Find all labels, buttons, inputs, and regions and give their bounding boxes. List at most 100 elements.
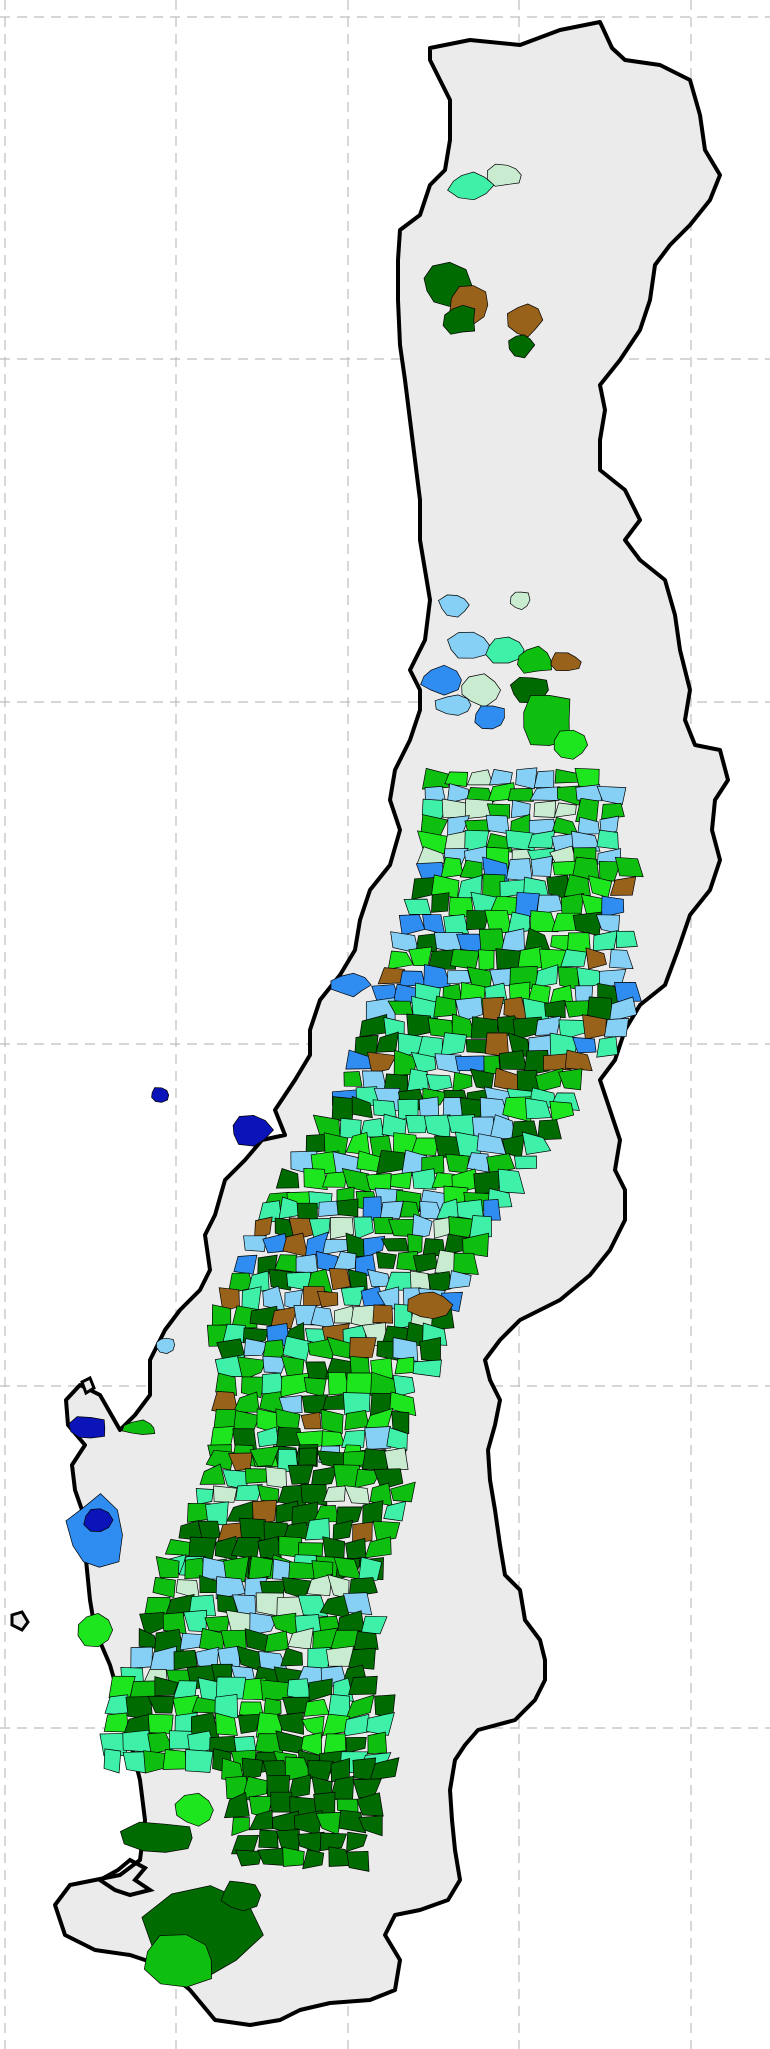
region-light-blue — [448, 1270, 472, 1290]
region-mint — [282, 1335, 311, 1362]
region-dark-green — [262, 1760, 291, 1781]
region-mint — [596, 829, 619, 850]
region-bright-green — [215, 1712, 238, 1736]
region-green — [433, 995, 458, 1018]
region-bright-green — [553, 729, 588, 760]
region-green — [614, 856, 644, 878]
region-light-blue — [446, 969, 472, 985]
region-green — [249, 1445, 280, 1467]
region-mint — [241, 1286, 262, 1311]
region-green — [262, 1697, 282, 1719]
region-green — [155, 1556, 180, 1579]
region-green — [449, 948, 480, 970]
region-green — [320, 1409, 344, 1435]
region-green — [215, 1372, 238, 1396]
region-green — [372, 1520, 401, 1543]
region-light-blue — [243, 1235, 267, 1252]
region-mint — [358, 1556, 383, 1582]
region-dark-green — [224, 1791, 250, 1819]
region-dark-green — [358, 1815, 383, 1837]
region-medium-blue — [233, 1254, 258, 1275]
region-pale-mint — [265, 1466, 287, 1489]
region-mint — [412, 1359, 442, 1378]
region-medium-blue — [454, 1055, 485, 1072]
region-green — [298, 1542, 324, 1557]
region-pale-mint — [322, 1485, 346, 1502]
region-bright-green — [327, 1372, 350, 1396]
region-green — [244, 1468, 269, 1484]
region-medium-blue — [363, 1235, 386, 1259]
region-dark-green — [331, 1096, 355, 1123]
region-dark-green — [287, 1464, 314, 1485]
region-bright-green — [410, 1137, 440, 1156]
region-mint — [308, 1218, 331, 1238]
region-dark-green — [391, 1410, 410, 1435]
region-dark-green — [307, 1759, 334, 1781]
region-dark-green — [353, 1631, 379, 1650]
region-brown — [367, 1051, 397, 1074]
region-light-blue — [575, 784, 602, 802]
region-mint — [521, 1131, 552, 1155]
region-green — [486, 1153, 516, 1174]
region-green — [535, 1067, 564, 1093]
region-light-blue — [130, 1646, 153, 1669]
region-dark-green — [335, 1506, 363, 1527]
region-pale-mint — [461, 673, 502, 708]
region-dark-green — [431, 892, 450, 913]
region-dark-green — [369, 1757, 400, 1781]
region-pale-mint — [306, 1573, 333, 1597]
region-mint — [103, 1748, 122, 1774]
region-light-blue — [599, 815, 620, 835]
region-dark-green — [235, 1849, 263, 1867]
region-mint — [342, 1392, 371, 1416]
region-medium-blue — [601, 895, 625, 918]
region-mint — [214, 1694, 239, 1720]
region-light-blue — [262, 1355, 288, 1374]
region-bright-green — [174, 1792, 214, 1827]
region-dark-green — [442, 304, 476, 335]
region-green — [354, 1468, 382, 1489]
region-dark-green — [237, 1713, 262, 1734]
region-light-blue — [528, 818, 556, 836]
region-medium-blue — [483, 1199, 501, 1221]
region-brown — [564, 1049, 593, 1072]
region-medium-blue — [474, 705, 505, 730]
region-green — [507, 788, 534, 802]
region-green — [601, 803, 625, 820]
region-navy — [83, 1508, 114, 1532]
region-light-blue — [455, 996, 484, 1023]
region-dark-green — [348, 1675, 378, 1696]
region-green — [211, 1304, 232, 1327]
region-green — [517, 645, 552, 674]
region-light-blue — [156, 1337, 175, 1354]
region-dark-green — [345, 1736, 367, 1754]
region-dark-green — [220, 1880, 262, 1912]
region-mint — [411, 995, 440, 1019]
region-light-blue — [603, 1017, 629, 1038]
region-green — [465, 787, 495, 803]
region-dark-green — [375, 1251, 397, 1269]
region-green — [240, 1376, 265, 1399]
region-dark-green — [427, 949, 457, 970]
region-dark-green — [351, 1095, 373, 1119]
region-bright-green — [162, 1749, 187, 1770]
region-brown — [582, 1014, 607, 1040]
region-medium-blue — [330, 972, 372, 998]
region-mint — [410, 1051, 437, 1074]
region-green — [282, 1846, 305, 1867]
region-mint — [195, 1488, 214, 1505]
region-green — [486, 803, 511, 819]
region-mint — [341, 1429, 366, 1448]
region-bright-green — [444, 771, 469, 787]
region-dark-green — [346, 1831, 368, 1852]
region-mint — [596, 1036, 619, 1058]
region-dark-green — [465, 1039, 487, 1054]
region-dark-green — [154, 1676, 179, 1697]
region-dark-green — [336, 1198, 359, 1217]
region-brown — [252, 1499, 277, 1526]
region-mint — [525, 1097, 552, 1120]
region-green — [152, 1577, 176, 1599]
region-light-blue — [515, 767, 538, 790]
region-dark-green — [302, 1849, 325, 1870]
